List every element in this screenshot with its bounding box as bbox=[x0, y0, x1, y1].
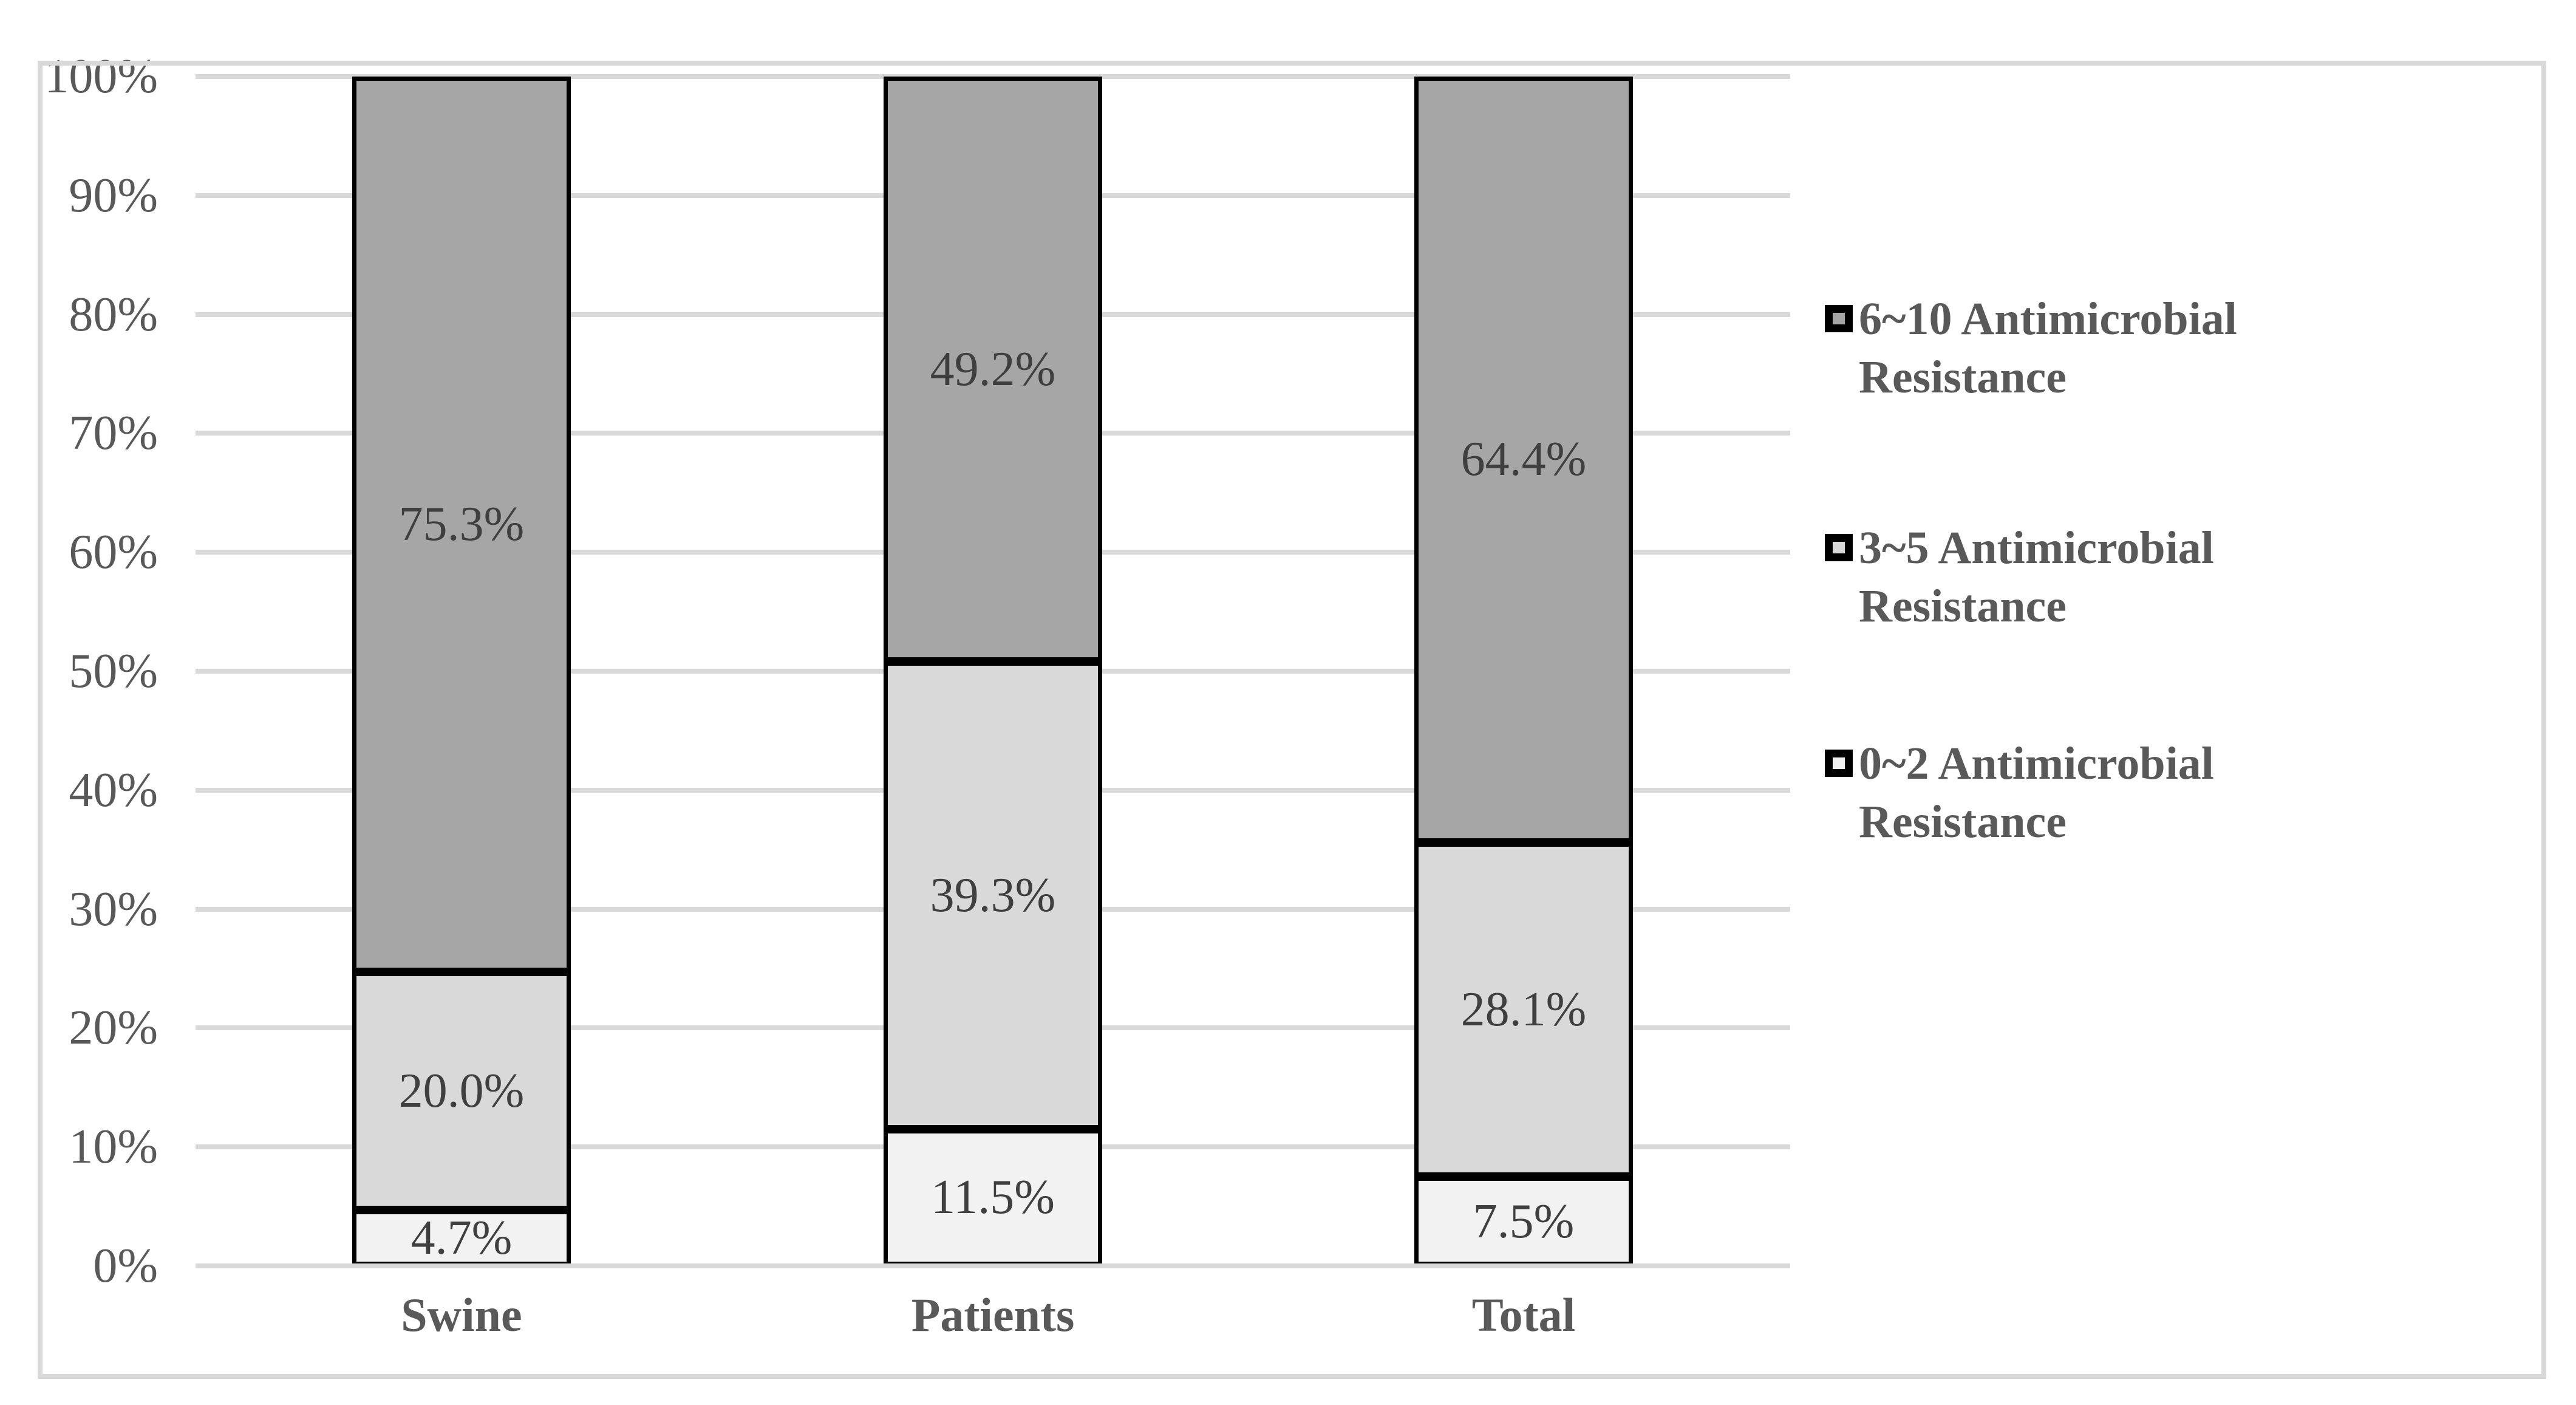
data-label: 75.3% bbox=[398, 497, 525, 552]
data-label: 20.0% bbox=[398, 1064, 525, 1118]
legend-entry: 0~2 Antimicrobial Resistance bbox=[1825, 734, 2214, 851]
legend-swatch-icon bbox=[1825, 305, 1853, 332]
legend-label-line: Resistance bbox=[1859, 581, 2067, 632]
baseline-gridline bbox=[196, 1263, 1790, 1268]
y-axis-tick-label: 90% bbox=[69, 168, 158, 222]
data-label: 11.5% bbox=[931, 1171, 1055, 1225]
legend-swatch-icon bbox=[1825, 750, 1853, 777]
y-axis-tick-label: 0% bbox=[93, 1239, 158, 1293]
y-axis-tick-label: 60% bbox=[69, 525, 158, 579]
bar-segment-total: 7.5% bbox=[1414, 1177, 1633, 1266]
y-axis-tick-label: 70% bbox=[69, 406, 158, 460]
y-axis-tick-label: 40% bbox=[69, 763, 158, 817]
legend-label-line: 6~10 Antimicrobial bbox=[1859, 293, 2237, 344]
bar-segment-total: 28.1% bbox=[1414, 842, 1633, 1177]
category-label-total: Total bbox=[1471, 1288, 1576, 1341]
y-axis-tick-label: 30% bbox=[69, 882, 158, 936]
legend-swatch-icon bbox=[1825, 534, 1853, 561]
legend-entry: 6~10 Antimicrobial Resistance bbox=[1825, 290, 2237, 406]
data-label: 28.1% bbox=[1460, 983, 1587, 1037]
data-label: 64.4% bbox=[1460, 432, 1587, 487]
legend-label: 6~10 Antimicrobial Resistance bbox=[1859, 290, 2237, 406]
category-label-swine: Swine bbox=[401, 1288, 522, 1341]
y-axis-tick-label: 50% bbox=[69, 644, 158, 698]
y-axis-tick-label: 20% bbox=[69, 1001, 158, 1055]
bar-segment-patients: 49.2% bbox=[884, 77, 1102, 662]
bar-segment-swine: 4.7% bbox=[352, 1209, 571, 1266]
legend-entry: 3~5 Antimicrobial Resistance bbox=[1825, 519, 2214, 635]
data-label: 39.3% bbox=[930, 869, 1056, 923]
legend-label: 3~5 Antimicrobial Resistance bbox=[1859, 519, 2214, 635]
data-label: 4.7% bbox=[411, 1211, 513, 1265]
bar-segment-patients: 11.5% bbox=[884, 1129, 1102, 1266]
bar-segment-swine: 20.0% bbox=[352, 972, 571, 1210]
legend-label-line: 3~5 Antimicrobial bbox=[1859, 522, 2214, 573]
y-axis-tick-label: 100% bbox=[44, 50, 158, 103]
y-axis-tick-label: 10% bbox=[69, 1120, 158, 1174]
legend-label-line: 0~2 Antimicrobial bbox=[1859, 738, 2214, 789]
y-axis-tick-label: 80% bbox=[69, 287, 158, 341]
category-label-patients: Patients bbox=[911, 1288, 1075, 1341]
data-label: 49.2% bbox=[930, 342, 1056, 396]
bar-segment-patients: 39.3% bbox=[884, 661, 1102, 1129]
legend-label-line: Resistance bbox=[1859, 352, 2067, 403]
legend-label: 0~2 Antimicrobial Resistance bbox=[1859, 734, 2214, 851]
legend-label-line: Resistance bbox=[1859, 796, 2067, 847]
bar-segment-swine: 75.3% bbox=[352, 77, 571, 973]
bar-segment-total: 64.4% bbox=[1414, 77, 1633, 843]
data-label: 7.5% bbox=[1473, 1194, 1575, 1248]
